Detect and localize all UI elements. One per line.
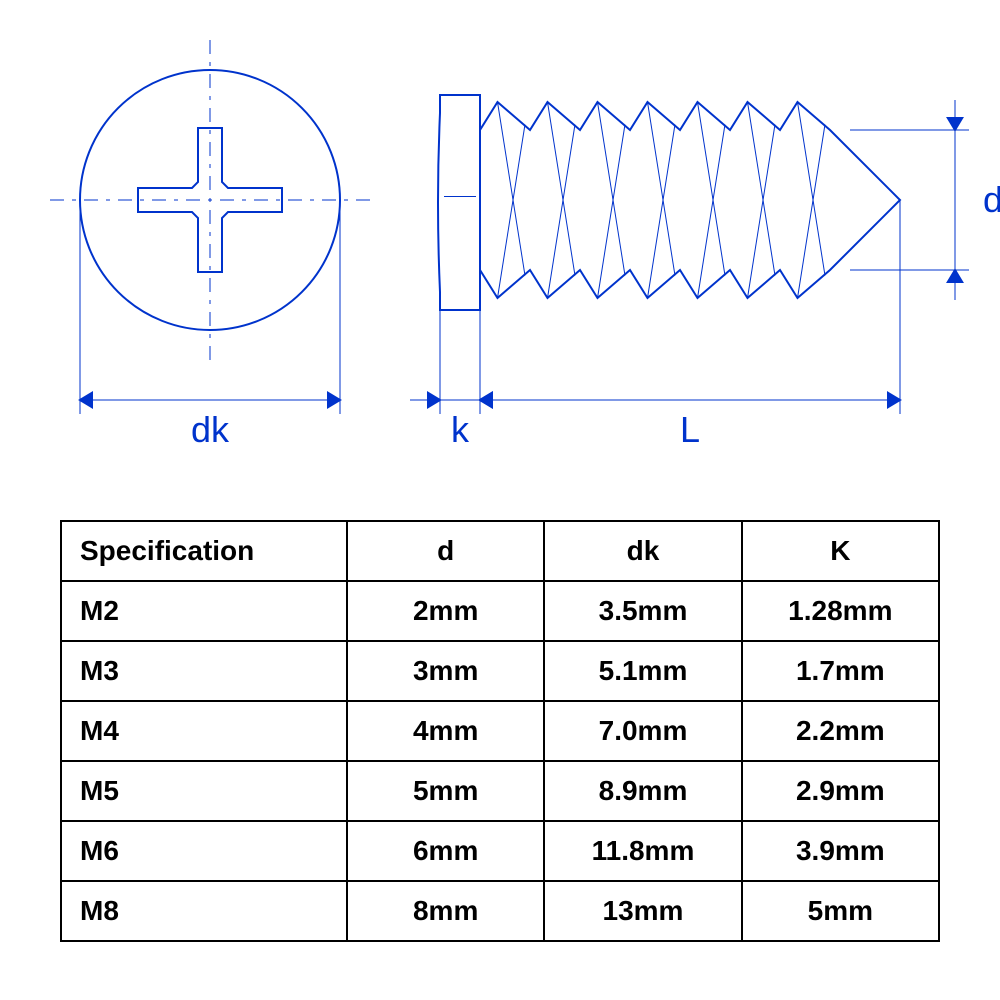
table-cell: 1.7mm [742,641,939,701]
table-row: M33mm5.1mm1.7mm [61,641,939,701]
table-cell: 8.9mm [544,761,741,821]
table-header-row: Specification d dk K [61,521,939,581]
table-cell: 11.8mm [544,821,741,881]
table-cell: 2.2mm [742,701,939,761]
table-cell: M2 [61,581,347,641]
spec-table: Specification d dk K M22mm3.5mm1.28mmM33… [60,520,940,942]
col-spec: Specification [61,521,347,581]
table-cell: 2.9mm [742,761,939,821]
table-row: M22mm3.5mm1.28mm [61,581,939,641]
table-cell: 2mm [347,581,544,641]
svg-text:k: k [451,409,470,450]
table-cell: 4mm [347,701,544,761]
table-cell: M4 [61,701,347,761]
screw-diagram: dk k Ld [0,0,1000,480]
table-cell: M5 [61,761,347,821]
table-cell: 8mm [347,881,544,941]
table-cell: 5mm [347,761,544,821]
col-d: d [347,521,544,581]
table-cell: M3 [61,641,347,701]
table-cell: 6mm [347,821,544,881]
svg-text:d: d [983,179,1000,220]
svg-text:L: L [680,409,700,450]
table-cell: M6 [61,821,347,881]
table-cell: 7.0mm [544,701,741,761]
table-cell: 5mm [742,881,939,941]
col-dk: dk [544,521,741,581]
table-row: M44mm7.0mm2.2mm [61,701,939,761]
table-cell: 3.9mm [742,821,939,881]
table-cell: 3.5mm [544,581,741,641]
table-cell: 13mm [544,881,741,941]
svg-text:dk: dk [191,409,230,450]
table-row: M66mm11.8mm3.9mm [61,821,939,881]
col-k: K [742,521,939,581]
table-cell: 5.1mm [544,641,741,701]
table-row: M88mm13mm5mm [61,881,939,941]
table-cell: 3mm [347,641,544,701]
table-cell: M8 [61,881,347,941]
table-row: M55mm8.9mm2.9mm [61,761,939,821]
table-cell: 1.28mm [742,581,939,641]
